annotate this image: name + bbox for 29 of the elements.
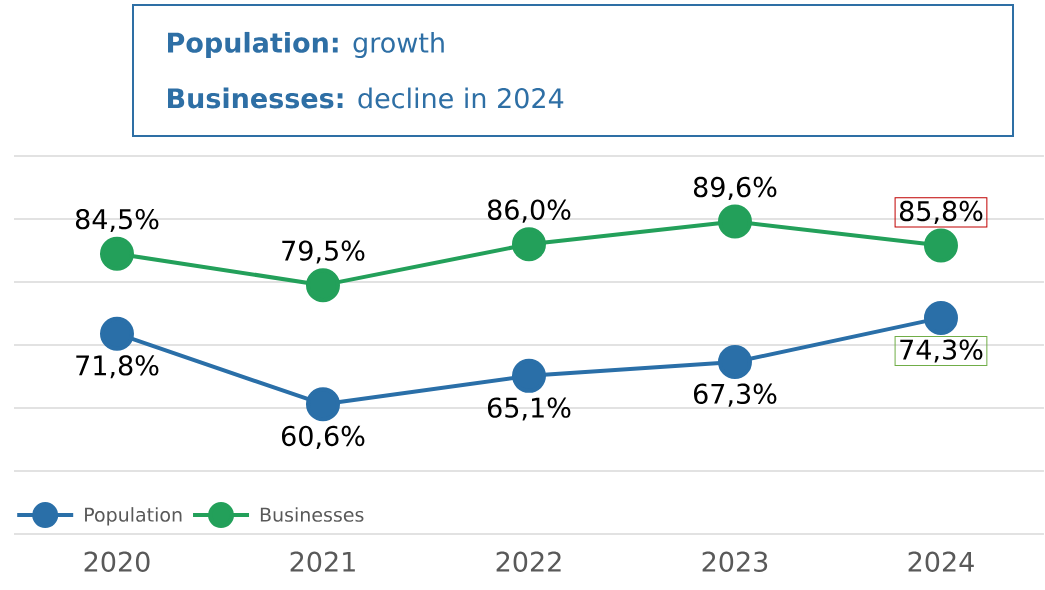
- data-label: 84,5%: [75, 208, 159, 233]
- point: [100, 316, 134, 351]
- legend-label: Businesses: [260, 507, 364, 522]
- chart-title: Population: growth: [168, 31, 444, 59]
- point: [100, 236, 134, 271]
- x-tick-label: 2020: [84, 551, 150, 572]
- point: [511, 227, 546, 262]
- data-label: 60,6%: [281, 425, 365, 449]
- point: [717, 345, 752, 380]
- data-label: 71,8%: [76, 355, 159, 379]
- data-label: 86,0%: [487, 199, 571, 223]
- x-tick-label: 2024: [908, 551, 974, 572]
- x-tick-label: 2021: [290, 551, 355, 572]
- point: [923, 228, 958, 263]
- legend-label: Population: [85, 507, 182, 526]
- data-label: 65,1%: [487, 397, 571, 421]
- chart-subtitle: Businesses: decline in 2024: [168, 87, 564, 109]
- point: [305, 268, 340, 303]
- data-label: 74,3%: [900, 339, 983, 363]
- point: [923, 300, 958, 335]
- x-tick-label: 2023: [702, 551, 768, 572]
- point: [305, 387, 340, 422]
- data-label: 85,8%: [899, 200, 983, 224]
- point: [511, 358, 546, 393]
- data-label: 79,5%: [282, 240, 365, 264]
- data-label: 67,3%: [693, 383, 777, 407]
- point: [717, 204, 752, 239]
- x-tick-label: 2022: [496, 551, 561, 572]
- data-label: 89,6%: [693, 176, 777, 200]
